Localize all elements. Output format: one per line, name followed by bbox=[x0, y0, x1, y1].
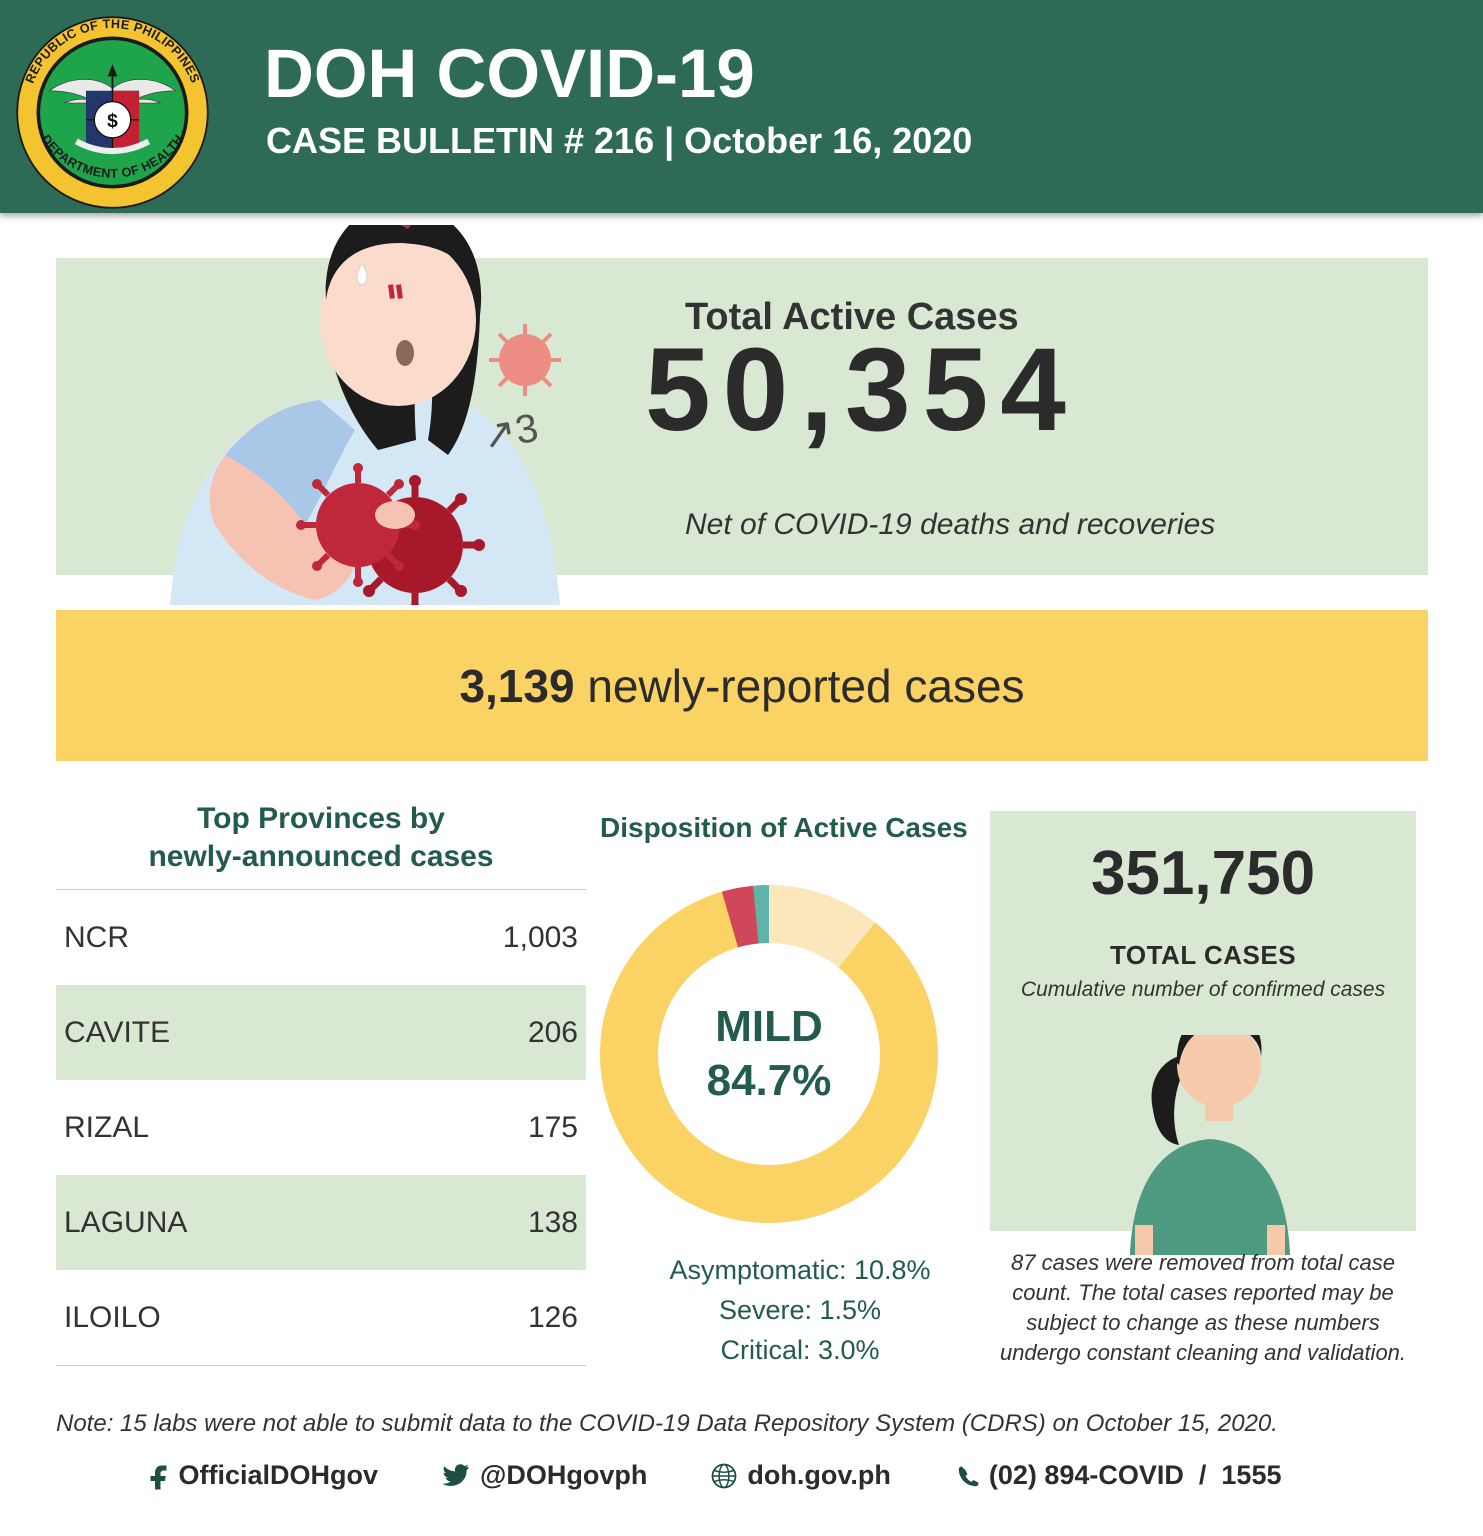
svg-text:$: $ bbox=[107, 111, 118, 132]
svg-text:↗3: ↗3 bbox=[479, 406, 542, 459]
